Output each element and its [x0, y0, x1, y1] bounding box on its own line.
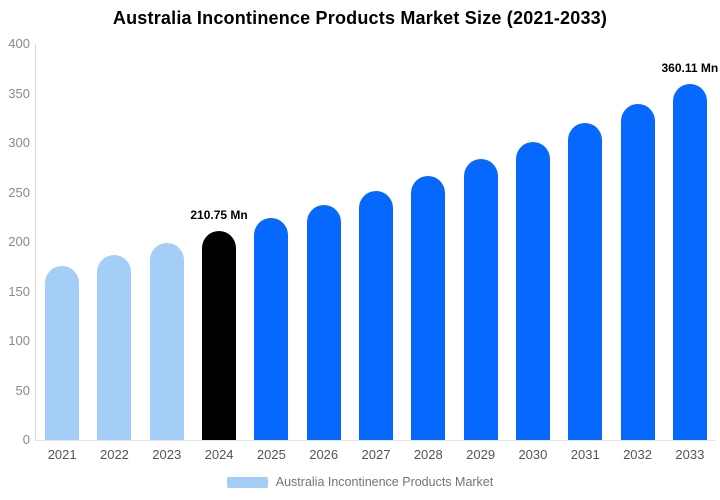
bar-2023: [149, 243, 184, 440]
bar-2025: [254, 218, 289, 440]
legend-swatch-icon: [226, 476, 268, 488]
bar-2033: [672, 83, 707, 440]
legend-label: Australia Incontinence Products Market: [275, 475, 494, 489]
x-tick-2023: 2023: [152, 447, 182, 462]
x-tick-2021: 2021: [47, 447, 77, 462]
bar-2031: [568, 123, 603, 440]
data-label-2033: 360.11 Mn: [661, 60, 719, 75]
y-tick-150: 150: [8, 283, 30, 299]
bar-2021: [45, 265, 80, 440]
y-tick-300: 300: [8, 135, 30, 150]
x-tick-2028: 2028: [413, 447, 443, 462]
y-tick-100: 100: [8, 333, 30, 348]
data-label-2024: 210.75 Mn: [190, 208, 248, 223]
y-tick-50: 50: [15, 382, 30, 398]
y-tick-250: 250: [8, 184, 30, 200]
x-tick-2030: 2030: [518, 447, 548, 462]
bar-2032: [620, 104, 655, 440]
y-axis-line: [35, 44, 36, 441]
x-axis-baseline: [36, 440, 716, 441]
x-tick-2032: 2032: [623, 447, 652, 462]
bar-2030: [515, 142, 550, 440]
y-tick-400: 400: [8, 36, 30, 51]
bar-2022: [97, 254, 132, 440]
bar-2028: [411, 175, 446, 440]
bar-2026: [306, 205, 341, 440]
x-tick-2022: 2022: [99, 447, 129, 462]
bar-2024: [202, 231, 237, 440]
chart-title: Australia Incontinence Products Market S…: [112, 8, 608, 28]
bar-2027: [359, 190, 393, 440]
x-tick-2029: 2029: [466, 447, 496, 462]
x-tick-2033: 2033: [675, 447, 705, 462]
y-tick-0: 0: [22, 432, 30, 447]
legend: Australia Incontinence Products Market: [0, 475, 720, 489]
x-tick-2026: 2026: [309, 447, 339, 462]
x-tick-2024: 2024: [204, 447, 234, 462]
x-tick-2025: 2025: [256, 447, 286, 462]
x-tick-2031: 2031: [570, 447, 600, 462]
y-tick-200: 200: [8, 234, 30, 249]
bar-2029: [463, 158, 498, 440]
y-tick-350: 350: [8, 85, 30, 101]
x-tick-2027: 2027: [361, 447, 391, 462]
